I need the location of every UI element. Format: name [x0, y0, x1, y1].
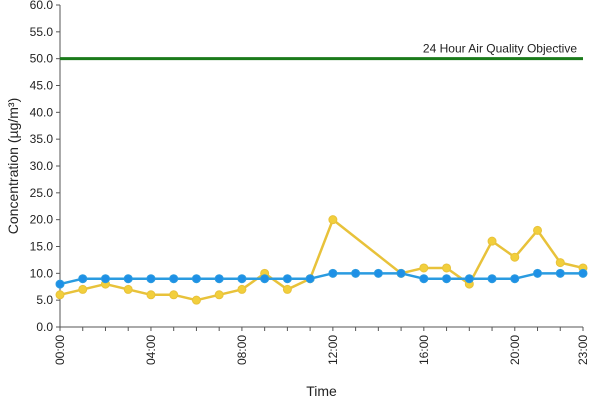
data-point	[191, 274, 201, 284]
data-point	[78, 274, 88, 284]
data-point	[533, 225, 543, 235]
data-point	[169, 290, 179, 300]
data-point	[419, 263, 429, 273]
data-point	[100, 274, 110, 284]
y-tick-label: 35.0	[30, 132, 54, 146]
x-tick-label: 04:00	[144, 335, 158, 365]
y-axis-title: Concentration (µg/m³)	[5, 98, 21, 234]
series-1-line	[59, 218, 584, 302]
x-tick-label: 16:00	[417, 335, 431, 365]
data-point	[396, 268, 406, 278]
data-point	[351, 268, 361, 278]
data-point	[419, 274, 429, 284]
data-point	[282, 274, 292, 284]
series-1	[55, 215, 588, 305]
data-point	[305, 274, 315, 284]
y-axis: 0.0 5.0 10.0 15.0 20.0 25.0 30.0 35.0 40.0 45.0 50…	[30, 0, 61, 334]
y-tick-label: 30.0	[30, 159, 54, 173]
series-2-line	[59, 272, 583, 286]
data-point	[55, 290, 65, 300]
y-tick-label: 0.0	[36, 320, 53, 334]
series-group	[55, 215, 588, 305]
y-tick-label: 60.0	[30, 0, 54, 12]
data-point	[169, 274, 179, 284]
x-axis-title: Time	[306, 383, 337, 399]
x-tick-label: 23:00	[576, 335, 590, 365]
y-tick-label: 40.0	[30, 105, 54, 119]
data-point	[191, 295, 201, 305]
y-tick-label: 25.0	[30, 186, 54, 200]
x-tick-label: 08:00	[235, 335, 249, 365]
x-tick-label: 12:00	[326, 335, 340, 365]
data-point	[260, 274, 270, 284]
data-point	[442, 274, 452, 284]
data-point	[328, 268, 338, 278]
data-point	[464, 274, 474, 284]
data-point	[237, 274, 247, 284]
data-point	[214, 290, 224, 300]
air-quality-objective: 24 Hour Air Quality Objective	[60, 42, 583, 61]
y-tick-label: 10.0	[30, 266, 54, 280]
data-point	[555, 258, 565, 268]
x-axis: 00:00 04:00 08:00 12:00 16:00 20:00 23:00	[53, 326, 590, 365]
x-tick-label: 00:00	[53, 335, 67, 365]
data-point	[487, 274, 497, 284]
y-tick-label: 20.0	[30, 213, 54, 227]
data-point	[442, 263, 452, 273]
y-tick-label: 5.0	[36, 293, 53, 307]
data-point	[282, 284, 292, 294]
data-point	[555, 268, 565, 278]
y-tick-label: 45.0	[30, 79, 54, 93]
data-point	[328, 215, 338, 225]
y-tick-label: 15.0	[30, 240, 54, 254]
series-2	[55, 268, 588, 289]
data-point	[510, 274, 520, 284]
data-point	[373, 268, 383, 278]
data-point	[578, 268, 588, 278]
data-point	[78, 284, 88, 294]
data-point	[510, 252, 520, 262]
data-point	[533, 268, 543, 278]
data-point	[55, 279, 65, 289]
data-point	[487, 236, 497, 246]
data-point	[237, 284, 247, 294]
y-tick-label: 55.0	[30, 25, 54, 39]
data-point	[146, 274, 156, 284]
data-point	[146, 290, 156, 300]
x-tick-label: 20:00	[508, 335, 522, 365]
objective-label: 24 Hour Air Quality Objective	[423, 42, 577, 56]
data-point	[123, 274, 133, 284]
data-point	[214, 274, 224, 284]
y-tick-label: 50.0	[30, 52, 54, 66]
data-point	[123, 284, 133, 294]
